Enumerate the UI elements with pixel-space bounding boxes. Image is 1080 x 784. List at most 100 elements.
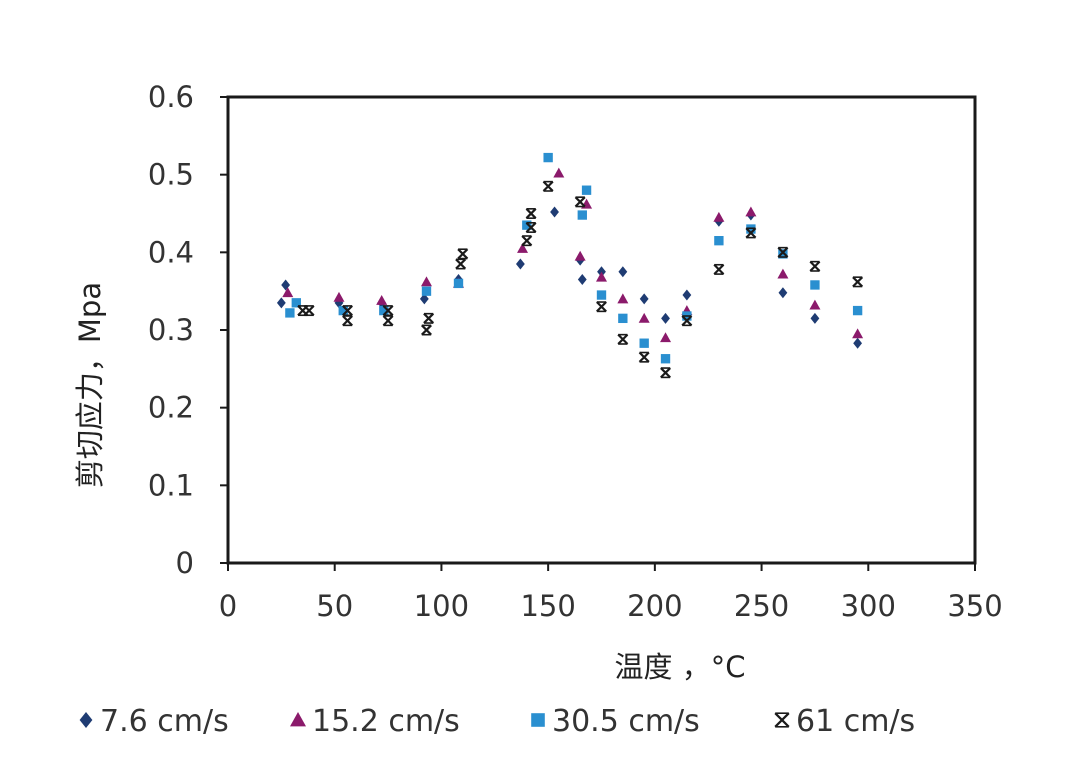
data-point [574, 196, 586, 208]
data-point [542, 180, 554, 192]
data-point [714, 236, 724, 246]
data-point [777, 246, 789, 258]
x-tick-label: 100 [414, 589, 469, 623]
y-tick-label: 0.5 [148, 158, 194, 192]
data-point [581, 185, 592, 195]
series-3 [285, 152, 863, 364]
data-point [596, 290, 607, 300]
data-point [521, 235, 533, 247]
legend-label: 30.5 cm/s [552, 704, 700, 739]
data-point [421, 286, 432, 296]
data-point [376, 294, 388, 305]
data-point [338, 305, 348, 316]
data-point [457, 248, 469, 260]
data-point [379, 305, 389, 316]
data-point [745, 206, 757, 217]
x-tick-label: 250 [734, 589, 789, 623]
series-4 [297, 180, 864, 379]
series-2 [282, 167, 864, 343]
data-point [574, 250, 586, 261]
data-point [453, 278, 464, 289]
data-point [423, 312, 435, 324]
series-1 [276, 206, 863, 349]
data-point [525, 208, 537, 219]
legend-marker [774, 712, 790, 728]
data-point [515, 258, 525, 270]
data-point [713, 263, 725, 275]
data-point [421, 324, 432, 336]
legend-marker [531, 713, 545, 727]
y-tick-label: 0 [176, 546, 194, 580]
y-tick-label: 0.4 [148, 235, 194, 269]
x-tick-label: 200 [627, 589, 682, 623]
data-point [543, 152, 553, 163]
plot-frame [226, 95, 977, 565]
data-point [809, 299, 821, 310]
data-point [291, 298, 301, 308]
data-point [303, 305, 315, 317]
data-point [342, 315, 353, 327]
data-point [596, 271, 607, 282]
x-axis-title: 温度 ，°C [615, 650, 746, 684]
x-tick-label: 300 [841, 589, 896, 623]
legend-label: 15.2 cm/s [312, 704, 460, 739]
data-point [852, 328, 864, 339]
data-point [638, 312, 650, 323]
data-point [577, 274, 587, 286]
data-point [617, 293, 629, 304]
legend-marker [79, 712, 93, 728]
data-point [852, 276, 864, 288]
y-axis-title: 剪切应力，Mpa [73, 282, 107, 488]
x-tick-label: 0 [219, 589, 237, 623]
data-point [639, 338, 649, 348]
data-point [419, 293, 429, 305]
data-point [281, 279, 291, 291]
data-point [553, 167, 565, 178]
data-point [617, 333, 629, 345]
y-tick-label: 0.2 [148, 391, 194, 425]
data-point [282, 287, 294, 298]
data-point [618, 266, 628, 278]
data-point [285, 308, 295, 318]
data-points [276, 152, 864, 379]
data-point [455, 258, 467, 270]
data-point [334, 297, 344, 309]
data-point [333, 291, 345, 302]
data-point [661, 312, 670, 324]
y-tick-label: 0.6 [148, 80, 194, 114]
x-axis-ticks: 0 50 100 150 200 250 300 350 [219, 563, 1003, 623]
data-point [550, 206, 559, 218]
data-point [682, 289, 692, 301]
data-point [382, 315, 394, 327]
data-point [382, 305, 394, 317]
data-point [660, 354, 671, 364]
data-point [660, 332, 672, 343]
data-point [522, 220, 532, 230]
y-tick-label: 0.3 [148, 313, 194, 347]
data-point [778, 287, 788, 299]
legend-label: 61 cm/s [796, 704, 915, 739]
data-point [713, 211, 725, 222]
data-point [853, 337, 863, 349]
data-point [596, 301, 607, 313]
data-point [577, 210, 587, 220]
x-tick-label: 350 [947, 589, 1002, 623]
legend-label: 7.6 cm/s [100, 704, 229, 739]
data-point [810, 312, 820, 324]
data-point [420, 276, 432, 287]
data-point [639, 293, 649, 305]
data-point [809, 260, 821, 272]
data-point [681, 315, 693, 327]
data-point [276, 297, 286, 309]
data-point [852, 305, 863, 316]
x-tick-label: 150 [520, 589, 575, 623]
data-point [638, 351, 650, 363]
data-point [517, 242, 529, 253]
data-point [525, 222, 537, 233]
legend-marker [290, 712, 306, 727]
x-tick-label: 50 [316, 589, 353, 623]
data-point [660, 367, 671, 379]
data-point [342, 305, 353, 317]
data-point [618, 313, 628, 324]
